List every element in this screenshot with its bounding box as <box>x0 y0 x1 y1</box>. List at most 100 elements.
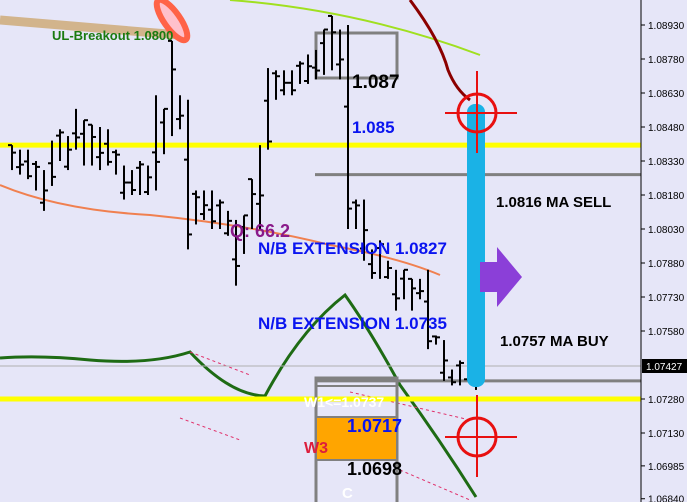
ohlc-bar <box>72 108 80 150</box>
ohlc-bar <box>312 49 320 80</box>
ohlc-bar <box>320 28 328 75</box>
ohlc-bar <box>304 54 312 84</box>
axis-tick-label: 1.06985 <box>648 462 685 473</box>
crosshair-lines <box>445 71 517 153</box>
ohlc-bar <box>160 107 168 155</box>
ohlc-bar <box>184 99 192 250</box>
ohlc-bar <box>224 210 232 236</box>
ohlc-bar <box>136 161 144 196</box>
ohlc-bar <box>168 39 176 137</box>
price-axis: 1.08930 1.08780 1.08630 1.08480 1.08330 1.081… <box>641 21 685 502</box>
axis-tick-label: 1.08030 <box>648 225 685 236</box>
c-label: C <box>342 485 353 502</box>
ohlc-bar <box>376 240 384 279</box>
axis-tick-label: 1.07880 <box>648 259 685 270</box>
ohlc-bar <box>296 61 304 84</box>
ohlc-bar <box>360 199 368 261</box>
right-arrow-icon <box>480 247 522 307</box>
axis-tick-label: 1.06840 <box>648 495 685 502</box>
w3-label: W3 <box>304 440 328 457</box>
ma-sell-label: 1.0816 MA SELL <box>496 194 611 211</box>
oscillator-line <box>0 292 478 498</box>
ohlc-bar <box>456 360 464 386</box>
ohlc-bar <box>416 278 424 300</box>
ohlc-bar <box>352 199 360 230</box>
ohlc-bar <box>208 190 216 230</box>
ohlc-bar <box>88 123 96 166</box>
axis-tick-label: 1.08780 <box>648 55 685 66</box>
ohlc-bar <box>104 129 112 166</box>
axis-tick-label: 1.07580 <box>648 327 685 338</box>
ohlc-bar <box>448 369 456 386</box>
ohlc-bar <box>272 70 280 100</box>
ohlc-bar <box>216 199 224 230</box>
axis-tick-label: 1.08630 <box>648 89 685 100</box>
candle-bars <box>8 14 480 390</box>
ohlc-bar <box>344 25 352 230</box>
ohlc-bar <box>80 119 88 166</box>
ohlc-bar <box>152 95 160 191</box>
axis-tick-label: 1.08480 <box>648 123 685 134</box>
ohlc-bar <box>400 268 408 300</box>
crosshair-target-icon <box>445 71 517 153</box>
axis-tick-label: 1.07280 <box>648 395 685 406</box>
ohlc-bar <box>56 129 64 162</box>
ohlc-bar <box>176 95 184 130</box>
ul-breakout-label: UL-Breakout 1.0800 <box>52 28 173 43</box>
ohlc-bar <box>424 269 432 350</box>
ohlc-bar <box>432 335 440 345</box>
ohlc-bar <box>288 70 296 96</box>
ohlc-bar <box>368 249 376 279</box>
nb-extension-high-label: N/B EXTENSION 1.0827 <box>258 239 447 258</box>
ohlc-bar <box>192 190 200 225</box>
w1-label: W1<=1.0737 <box>304 394 384 410</box>
ohlc-bar <box>440 340 448 381</box>
q-label: Q: 66.2 <box>230 221 290 241</box>
ohlc-bar <box>144 165 152 196</box>
ohlc-bar <box>240 214 248 254</box>
ohlc-bar <box>96 127 104 171</box>
ohlc-bar <box>8 144 16 171</box>
ul-breakout-line <box>0 15 181 40</box>
ohlc-bar <box>64 136 72 171</box>
ohlc-bar <box>248 178 256 230</box>
ma-buy-label: 1.0757 MA BUY <box>500 333 609 350</box>
dashed-trend-lines <box>179 351 471 501</box>
ohlc-bar <box>200 190 208 220</box>
ohlc-bar <box>40 170 48 211</box>
axis-tick-label: 1.08930 <box>648 21 685 32</box>
ohlc-bar <box>48 140 56 186</box>
axis-tick-label: 1.08180 <box>648 191 685 202</box>
axis-tick-label: 1.08330 <box>648 157 685 168</box>
w3-low-label: 1.0698 <box>347 459 402 479</box>
dark-red-ma-line <box>408 0 471 102</box>
ohlc-bar <box>336 29 344 80</box>
ohlc-bar <box>256 145 264 230</box>
w3-value-label: 1.0717 <box>347 416 402 436</box>
ohlc-bar <box>408 277 416 311</box>
axis-tick-label: 1.07730 <box>648 293 685 304</box>
current-price-label: 1.07427 <box>646 362 683 373</box>
ohlc-bar <box>120 165 128 200</box>
target-range-bar <box>467 104 485 387</box>
current-price-box <box>642 359 687 373</box>
axis-tick-label: 1.07130 <box>648 429 685 440</box>
crosshair-target-icon <box>445 395 517 477</box>
ohlc-bar <box>328 14 336 71</box>
ohlc-bar <box>264 68 272 150</box>
breakout-ellipse-marker <box>153 0 191 44</box>
ohlc-bar <box>16 149 24 175</box>
ohlc-bar <box>384 260 392 279</box>
box-mid-label: 1.085 <box>352 118 395 137</box>
ohlc-bar <box>32 161 40 191</box>
ohlc-bar <box>392 269 400 311</box>
ohlc-bar <box>24 149 32 180</box>
box-top-label: 1.087 <box>352 72 400 93</box>
light-green-ma-line <box>229 0 481 56</box>
nb-extension-low-label: N/B EXTENSION 1.0735 <box>258 314 447 333</box>
moving-average-line <box>0 184 441 276</box>
ohlc-bar <box>128 170 136 196</box>
w3-zone <box>315 416 398 461</box>
ohlc-bar <box>232 219 240 286</box>
